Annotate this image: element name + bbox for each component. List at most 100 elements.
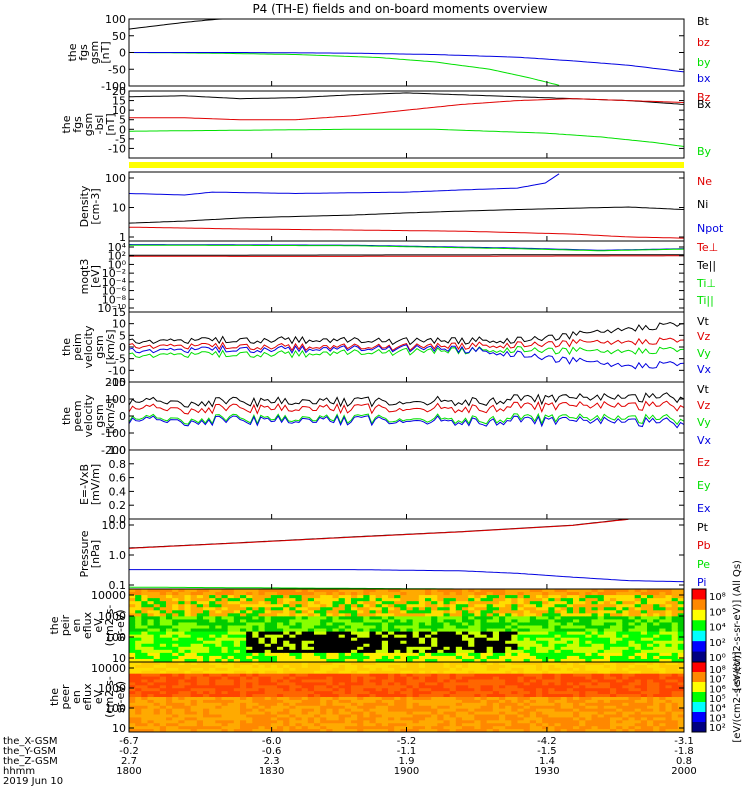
spectrogram-cell <box>289 610 296 614</box>
spectrogram-cell <box>566 646 574 651</box>
spectrogram-cell <box>511 598 518 602</box>
spectrogram-cell <box>196 595 204 599</box>
spectrogram-cell <box>542 676 549 680</box>
spectrogram-cell <box>677 679 685 683</box>
spectrogram-cell <box>258 729 266 733</box>
spectrogram-cell <box>246 592 253 596</box>
spectrogram-cell <box>264 714 272 718</box>
spectrogram-cell <box>418 711 426 715</box>
spectrogram-cell <box>203 723 210 727</box>
spectrogram-cell <box>307 711 315 715</box>
spectrogram-cell <box>560 610 568 614</box>
spectrogram-cell <box>480 646 488 651</box>
spectrogram-cell <box>400 625 407 630</box>
spectrogram-cell <box>671 649 679 654</box>
spectrogram-cell <box>548 705 555 710</box>
spectrogram-cell <box>289 589 296 593</box>
spectrogram-cell <box>573 595 580 599</box>
spectrogram-cell <box>634 723 642 727</box>
spectrogram-cell <box>233 688 241 692</box>
spectrogram-cell <box>357 664 364 669</box>
spectrogram-cell <box>647 691 654 695</box>
spectrogram-cell <box>659 705 666 710</box>
spectrogram-cell <box>462 640 469 645</box>
spectrogram-cell <box>449 625 457 630</box>
spectrogram-cell <box>252 604 259 608</box>
spectrogram-cell <box>141 655 148 660</box>
spectrogram-cell <box>270 691 278 695</box>
y-tick-label: 10² <box>108 250 126 263</box>
spectrogram-cell <box>585 717 592 721</box>
spectrogram-cell <box>560 667 568 672</box>
spectrogram-cell <box>517 646 525 651</box>
spectrogram-cell <box>474 673 481 678</box>
spectrogram-cell <box>326 664 333 669</box>
spectrogram-cell <box>129 685 136 689</box>
spectrogram-cell <box>388 670 395 675</box>
spectrogram-cell <box>159 702 167 707</box>
spectrogram-cell <box>209 714 216 718</box>
spectrogram-cell <box>166 717 173 721</box>
spectrogram-cell <box>511 670 518 675</box>
spectrogram-cell <box>677 592 685 596</box>
spectrogram-cell <box>357 625 364 630</box>
spectrogram-cell <box>665 607 673 611</box>
spectrogram-cell <box>301 619 309 623</box>
spectrogram-cell <box>517 655 525 660</box>
spectrogram-cell <box>209 628 216 633</box>
spectrogram-cell <box>677 637 685 642</box>
spectrogram-cell <box>357 655 364 660</box>
spectrogram-cell <box>196 601 204 605</box>
spectrogram-cell <box>277 697 284 701</box>
spectrogram-cell <box>215 625 222 630</box>
spectrogram-cell <box>406 622 414 626</box>
y-axis-label: sr-eV) <box>114 681 127 713</box>
spectrogram-cell <box>659 667 666 672</box>
spectrogram-cell <box>505 699 512 704</box>
spectrogram-cell <box>159 655 167 660</box>
spectrogram-cell <box>289 691 296 695</box>
spectrogram-cell <box>603 622 611 626</box>
spectrogram-cell <box>258 726 266 730</box>
spectrogram-cell <box>480 634 488 639</box>
spectrogram-cell <box>480 679 488 683</box>
spectrogram-cell <box>326 691 333 695</box>
spectrogram-cell <box>677 625 685 630</box>
spectrogram-cell <box>159 729 167 733</box>
spectrogram-cell <box>129 729 136 733</box>
spectrogram-cell <box>573 705 580 710</box>
spectrogram-cell <box>468 714 475 718</box>
spectrogram-cell <box>344 628 352 633</box>
spectrogram-cell <box>233 622 241 626</box>
spectrogram-cell <box>554 667 562 672</box>
spectrogram-cell <box>597 613 605 617</box>
spectrogram-cell <box>326 726 333 730</box>
spectrogram-cell <box>295 697 303 701</box>
spectrogram-cell <box>400 598 407 602</box>
spectrogram-cell <box>418 640 426 645</box>
spectrogram-cell <box>375 717 383 721</box>
spectrogram-cell <box>221 604 229 608</box>
spectrogram-cell <box>344 607 352 611</box>
spectrogram-cell <box>338 699 346 704</box>
spectrogram-cell <box>431 601 438 605</box>
spectrogram-cell <box>326 619 333 623</box>
spectrogram-cell <box>357 726 364 730</box>
spectrogram-cell <box>295 607 303 611</box>
spectrogram-cell <box>326 622 333 626</box>
spectrogram-cell <box>653 595 660 599</box>
spectrogram-cell <box>573 613 580 617</box>
spectrogram-cell <box>659 670 666 675</box>
spectrogram-cell <box>295 622 303 626</box>
spectrogram-cell <box>597 714 605 718</box>
spectrogram-cell <box>591 711 599 715</box>
spectrogram-cell <box>314 679 321 683</box>
spectrogram-cell <box>196 720 204 724</box>
spectrogram-cell <box>499 604 506 608</box>
spectrogram-cell <box>215 646 222 651</box>
spectrogram-cell <box>141 670 148 675</box>
spectrogram-cell <box>579 726 586 730</box>
spectrogram-cell <box>184 697 192 701</box>
spectrogram-cell <box>363 711 370 715</box>
spectrogram-cell <box>425 613 432 617</box>
